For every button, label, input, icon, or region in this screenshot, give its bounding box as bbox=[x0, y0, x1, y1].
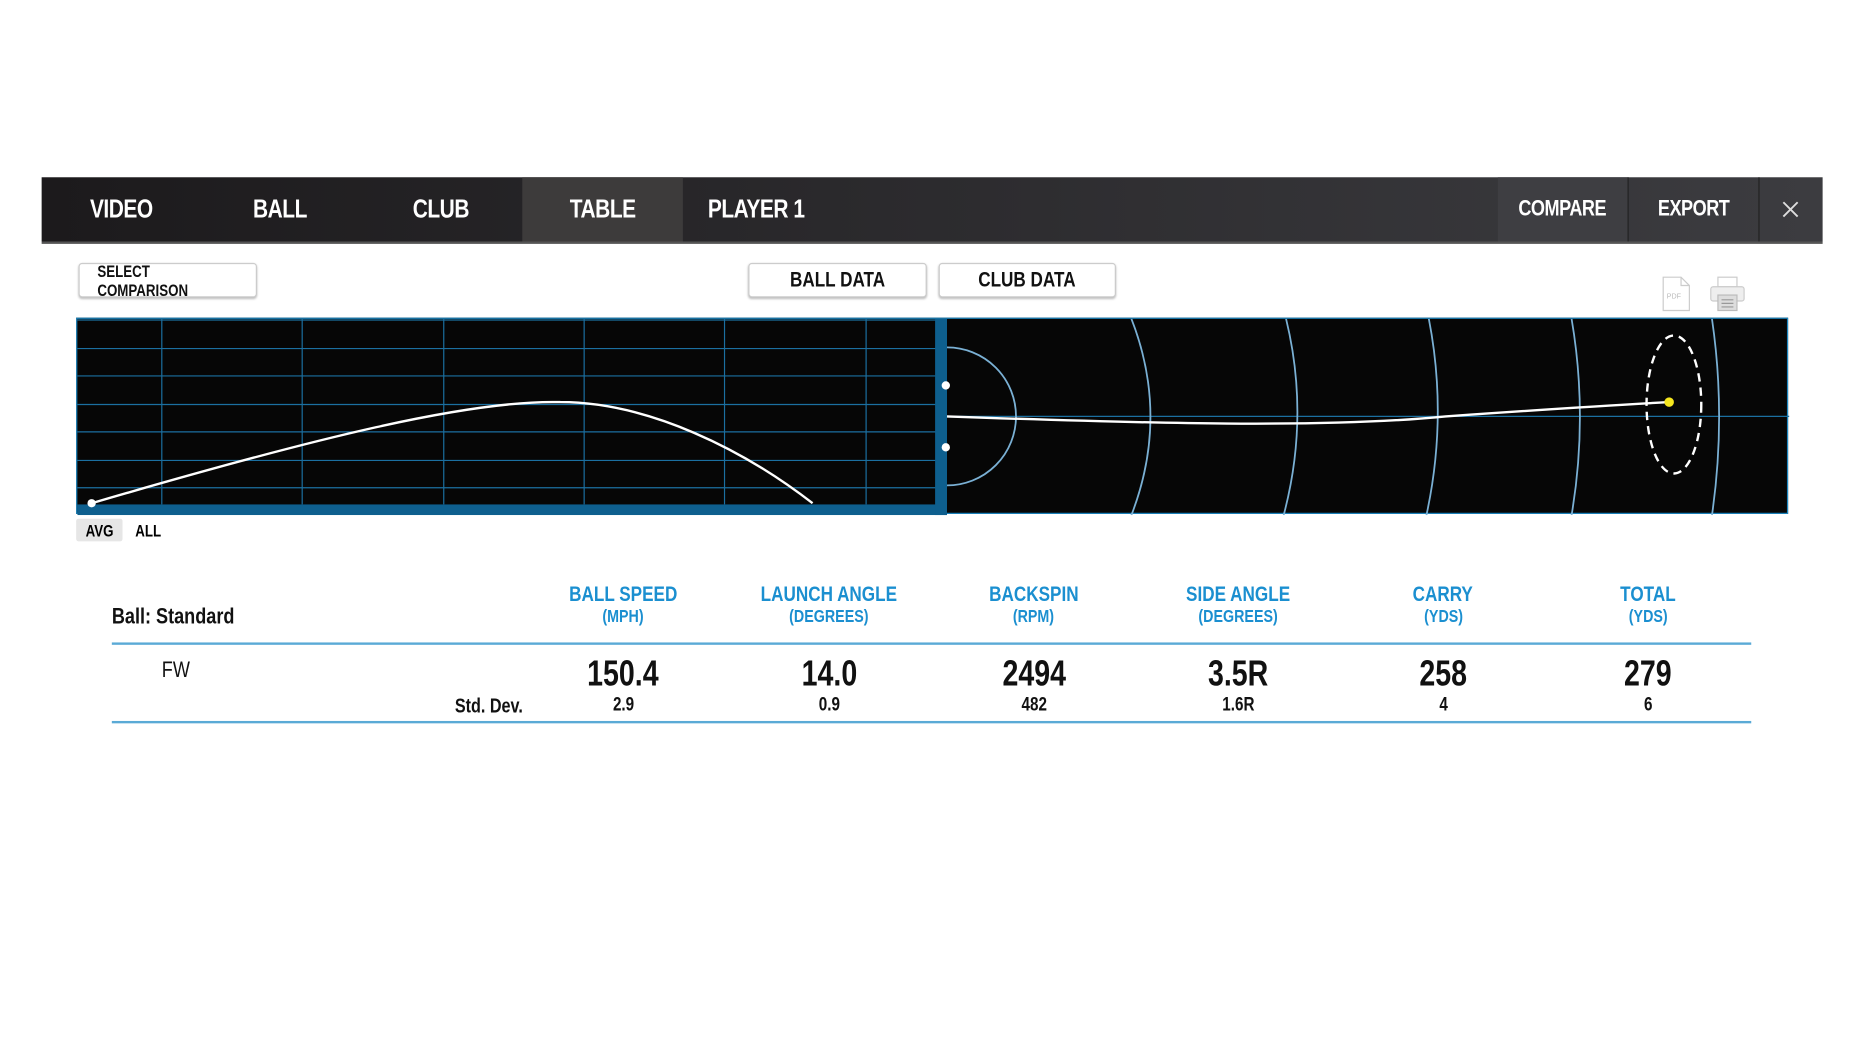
club-data-button[interactable]: CLUB DATA bbox=[938, 262, 1116, 298]
close-icon bbox=[1782, 201, 1798, 218]
col-header-launch-angle: LAUNCH ANGLE (DEGREES) bbox=[761, 581, 898, 627]
handle-dot-bottom bbox=[941, 443, 950, 452]
header-divider bbox=[111, 642, 1752, 645]
side-trajectory-line bbox=[91, 400, 814, 505]
ball-data-button[interactable]: BALL DATA bbox=[748, 262, 927, 298]
value-carry: 258 bbox=[1419, 654, 1467, 694]
export-button[interactable]: EXPORT bbox=[1627, 177, 1760, 242]
value-total: 279 bbox=[1623, 654, 1672, 694]
value-side-angle: 3.5R bbox=[1208, 654, 1269, 694]
select-comparison-button[interactable]: SELECT COMPARISON bbox=[78, 261, 257, 299]
avg-toggle[interactable]: AVG bbox=[76, 518, 123, 542]
pdf-export-button[interactable]: PDF bbox=[1662, 276, 1691, 312]
close-button[interactable] bbox=[1757, 177, 1822, 241]
stddev-total: 6 bbox=[1643, 694, 1652, 716]
side-view-grid bbox=[77, 318, 946, 505]
tab-table[interactable]: TABLE bbox=[522, 177, 683, 242]
tab-player-1[interactable]: PLAYER 1 bbox=[707, 193, 805, 224]
top-trajectory-line bbox=[946, 400, 1670, 425]
value-backspin: 2494 bbox=[1002, 654, 1066, 694]
stddev-side-angle: 1.6R bbox=[1222, 694, 1255, 716]
stddev-launch-angle: 0.9 bbox=[818, 694, 840, 716]
dispersion-ellipse bbox=[1645, 334, 1703, 475]
club-label: FW bbox=[161, 657, 190, 683]
tab-ball[interactable]: BALL bbox=[253, 193, 308, 224]
landing-point bbox=[1664, 397, 1674, 407]
printer-icon bbox=[1710, 276, 1745, 312]
shot-trajectory-chart bbox=[76, 317, 1790, 516]
compare-button[interactable]: COMPARE bbox=[1497, 177, 1628, 242]
col-header-carry: CARRY (YDS) bbox=[1412, 581, 1474, 627]
all-toggle[interactable]: ALL bbox=[135, 520, 162, 540]
view-divider bbox=[935, 318, 948, 516]
tab-video[interactable]: VIDEO bbox=[89, 193, 153, 224]
col-header-ball-speed: BALL SPEED (MPH) bbox=[569, 581, 678, 627]
row-divider bbox=[111, 720, 1752, 724]
top-nav-bar: VIDEO BALL CLUB TABLE PLAYER 1 COMPARE E… bbox=[41, 177, 1823, 244]
print-button[interactable] bbox=[1708, 276, 1746, 312]
launch-point bbox=[87, 499, 96, 508]
col-header-side-angle: SIDE ANGLE (DEGREES) bbox=[1186, 581, 1291, 627]
stddev-carry: 4 bbox=[1438, 694, 1448, 716]
stddev-backspin: 482 bbox=[1021, 694, 1047, 716]
col-header-backspin: BACKSPIN (RPM) bbox=[989, 581, 1079, 627]
trajectory-svg bbox=[77, 318, 1790, 516]
std-dev-label: Std. Dev. bbox=[454, 694, 523, 718]
svg-text:PDF: PDF bbox=[1667, 293, 1682, 301]
pdf-file-icon: PDF bbox=[1662, 276, 1690, 312]
ball-type-label: Ball: Standard bbox=[111, 604, 235, 630]
tab-club[interactable]: CLUB bbox=[413, 193, 470, 224]
ground-band bbox=[77, 504, 948, 516]
value-ball-speed: 150.4 bbox=[587, 654, 660, 694]
stddev-ball-speed: 2.9 bbox=[612, 694, 634, 716]
handle-dot-top bbox=[941, 381, 950, 390]
value-launch-angle: 14.0 bbox=[801, 654, 857, 694]
col-header-total: TOTAL (YDS) bbox=[1619, 581, 1676, 627]
